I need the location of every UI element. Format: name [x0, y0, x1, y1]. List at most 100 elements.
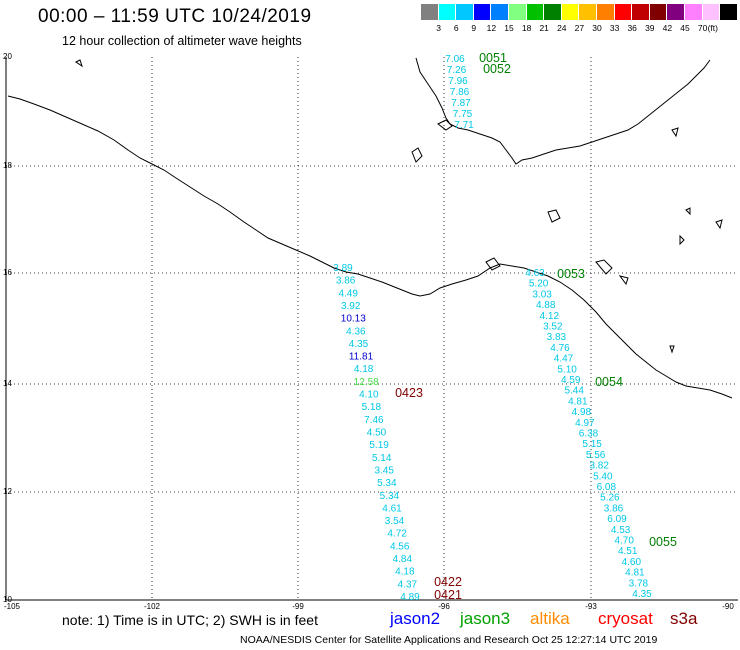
- credit-line: NOAA/NESDIS Center for Satellite Applica…: [240, 634, 658, 646]
- wave-height-value: 4.56: [390, 541, 410, 552]
- wave-height-value: 4.37: [398, 579, 418, 590]
- pass-time-label: 0055: [649, 535, 677, 549]
- colorbar-label: 9: [471, 23, 477, 33]
- colorbar-swatch: [421, 4, 439, 20]
- wave-height-value: 4.60: [622, 557, 642, 568]
- wave-height-value: 6.38: [579, 429, 599, 440]
- wave-height-value: 3.45: [374, 466, 394, 477]
- wave-height-value: 4.36: [346, 326, 366, 337]
- pass-time-label: 0051: [479, 51, 507, 65]
- wave-height-value: 4.18: [395, 567, 415, 578]
- wave-height-value: 3.86: [604, 503, 624, 514]
- wave-height-value: 6.08: [597, 482, 617, 493]
- wave-height-value: 5.26: [600, 493, 620, 504]
- wave-height-value: 7.06: [445, 54, 465, 65]
- colorbar-swatch: [667, 4, 685, 20]
- wave-height-value: 3.54: [385, 516, 405, 527]
- wave-height-value: 4.50: [367, 428, 387, 439]
- colorbar-swatch: [438, 4, 457, 20]
- wave-height-value: 4.81: [568, 396, 588, 407]
- wave-height-value: 4.97: [575, 418, 595, 429]
- colorbar-label: 36: [627, 23, 637, 33]
- latitude-label: 18: [3, 161, 12, 170]
- colorbar-swatch: [509, 4, 527, 20]
- longitude-label: -90: [722, 602, 734, 611]
- wave-height-value: 3.89: [333, 263, 353, 274]
- mission-jason3-label: jason3: [460, 609, 511, 628]
- pass-time-label: 0054: [595, 375, 623, 389]
- wave-height-value: 12.58: [354, 377, 379, 388]
- wave-height-value: 4.49: [338, 288, 358, 299]
- colorbar-swatch: [561, 4, 580, 20]
- wave-height-value: 4.81: [625, 568, 645, 579]
- wave-height-value: 4.70: [614, 536, 634, 547]
- wave-height-value: 4.10: [359, 390, 379, 401]
- colorbar-swatch: [597, 4, 615, 20]
- wave-height-value: 4.63: [525, 268, 545, 279]
- wave-height-value: 5.19: [369, 440, 389, 451]
- colorbar-label: 6: [453, 23, 459, 33]
- wave-height-value: 5.44: [564, 386, 584, 397]
- wave-height-value: 7.86: [450, 87, 470, 98]
- colorbar-swatch: [473, 4, 492, 20]
- colorbar-label: 45: [680, 23, 690, 33]
- wave-height-value: 4.89: [400, 592, 420, 603]
- wave-height-value: 4.61: [382, 503, 402, 514]
- colorbar-swatch: [685, 4, 703, 20]
- wave-height-value: 4.35: [349, 339, 369, 350]
- wave-height-value: 7.71: [454, 120, 474, 131]
- coastline: [7, 57, 733, 399]
- wave-height-value: 4.12: [540, 311, 560, 322]
- wave-height-value: 4.84: [393, 554, 413, 565]
- wave-height-value: 7.75: [453, 109, 473, 120]
- wave-height-value: 3.86: [336, 276, 356, 287]
- pass-time-label: 0421: [434, 588, 462, 602]
- colorbar-label: 33: [609, 23, 620, 33]
- lat-lon-grid: [6, 57, 738, 600]
- colorbar-swatch: [614, 4, 633, 20]
- wave-height-value: 4.72: [387, 529, 407, 540]
- mission-cryosat-label: cryosat: [598, 609, 653, 628]
- latitude-label: 20: [3, 52, 12, 61]
- wave-height-value: 4.51: [618, 546, 638, 557]
- mission-jason2-label: jason2: [390, 609, 441, 628]
- wave-height-value: 4.53: [611, 525, 631, 536]
- wave-height-value: 4.76: [550, 343, 570, 354]
- colorbar-swatch: [456, 4, 474, 20]
- colorbar-label: 21: [539, 23, 549, 33]
- wave-height-value: 5.56: [586, 450, 606, 461]
- wave-height-value: 4.35: [632, 589, 652, 600]
- pass-time-label: 0423: [395, 386, 423, 400]
- wave-height-value: 4.18: [354, 364, 374, 375]
- wave-height-value: 4.88: [536, 300, 556, 311]
- latitude-label: 12: [3, 487, 12, 496]
- colorbar-label: 42: [662, 23, 673, 33]
- map-subtitle: 12 hour collection of altimeter wave hei…: [62, 34, 302, 48]
- wave-height-value: 3.92: [341, 301, 361, 312]
- wave-height-value: 4.47: [554, 354, 574, 365]
- longitude-label: -96: [438, 602, 450, 611]
- wave-height-value: 7.96: [448, 76, 468, 87]
- wave-height-value: 5.34: [377, 478, 397, 489]
- wave-height-value: 6.09: [607, 514, 627, 525]
- colorbar-unit: (ft): [707, 23, 718, 33]
- wave-height-value: 5.14: [372, 453, 392, 464]
- colorbar-swatch: [720, 4, 738, 20]
- mission-altika-label: altika: [530, 609, 570, 628]
- wave-height-value: 5.20: [529, 279, 549, 290]
- colorbar-swatch: [491, 4, 509, 20]
- wave-height-value: 3.78: [629, 578, 649, 589]
- mission-s3a-label: s3a: [670, 609, 698, 628]
- map-title: 00:00 – 11:59 UTC 10/24/2019: [38, 6, 312, 27]
- wave-height-value: 5.34: [380, 491, 400, 502]
- longitude-label: -93: [585, 602, 597, 611]
- wave-height-value: 5.18: [362, 402, 382, 413]
- colorbar-swatch: [544, 4, 562, 20]
- wave-height-value: 10.13: [341, 314, 366, 325]
- wave-height-value: 7.87: [451, 98, 471, 109]
- colorbar-swatch: [632, 4, 650, 20]
- wave-height-value: 7.26: [447, 65, 467, 76]
- wave-height-value: 5.15: [582, 439, 602, 450]
- longitude-label: -102: [143, 602, 161, 611]
- pass-time-label: 0053: [557, 267, 585, 281]
